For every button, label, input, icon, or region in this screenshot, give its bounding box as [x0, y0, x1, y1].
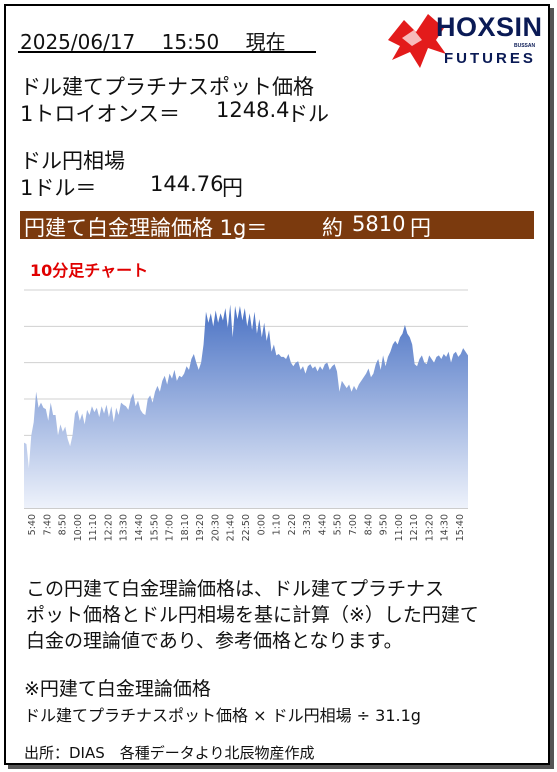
x-tick-label: 11:00: [394, 514, 405, 541]
logo-mark-icon: [388, 14, 446, 68]
x-tick-label: 11:10: [88, 514, 99, 541]
x-tick-label: 7:00: [348, 514, 359, 535]
x-tick-label: 8:50: [58, 514, 69, 535]
company-logo: HOXSIN BUSSAN FUTURES: [384, 10, 544, 72]
chart-title: 10分足チャート: [30, 261, 149, 280]
x-tick-label: 13:30: [119, 514, 130, 541]
description-line-2: ポット価格とドル円相場を基に計算（※）した円建て: [26, 604, 479, 626]
x-tick-label: 5:40: [27, 514, 38, 535]
theoretical-price-banner: 円建て白金理論価格 1g＝ 約 5810 円: [20, 211, 534, 240]
x-tick-label: 14:30: [440, 514, 451, 541]
x-tick-label: 22:50: [241, 514, 252, 541]
x-tick-label: 12:20: [103, 514, 114, 541]
logo-text-main: HOXSIN: [436, 12, 543, 42]
price-chart: 5600565057005750580058505900 5:407:408:5…: [24, 289, 468, 541]
price-area-series: [24, 304, 468, 508]
fx-unit-label: 1ドル＝: [20, 176, 97, 200]
description-line-3: 白金の理論値であり、参考価格となります。: [26, 630, 403, 652]
x-tick-label: 9:50: [379, 514, 390, 535]
x-tick-label: 15:50: [149, 514, 160, 541]
platinum-value: 1248.4: [216, 98, 290, 122]
banner-prefix: 約: [322, 216, 343, 240]
banner-unit: 円: [410, 216, 431, 240]
x-tick-label: 21:40: [226, 514, 237, 541]
x-tick-label: 10:00: [73, 514, 84, 541]
x-tick-label: 5:50: [333, 514, 344, 535]
x-tick-label: 15:40: [455, 514, 466, 541]
platinum-label: ドル建てプラチナスポット価格: [20, 75, 314, 99]
x-tick-label: 2:20: [287, 514, 298, 535]
x-tick-label: 12:10: [409, 514, 420, 541]
platinum-unit: ドル: [287, 102, 329, 126]
x-tick-label: 3:30: [302, 514, 313, 535]
x-tick-label: 7:40: [42, 514, 53, 535]
banner-value: 5810: [352, 212, 406, 236]
x-tick-label: 19:20: [195, 514, 206, 541]
x-tick-label: 13:20: [424, 514, 435, 541]
logo-text-sub: FUTURES: [444, 50, 536, 67]
banner-label: 円建て白金理論価格 1g＝: [24, 216, 268, 240]
formula-title: ※円建て白金理論価格: [24, 678, 211, 700]
datetime-label: 2025/06/17 15:50 現在: [20, 30, 286, 54]
x-tick-label: 8:40: [363, 514, 374, 535]
fx-label: ドル円相場: [20, 149, 125, 173]
datetime-underline: [18, 51, 316, 53]
x-tick-label: 0:00: [256, 514, 267, 535]
x-tick-label: 18:10: [180, 514, 191, 541]
formula-text: ドル建てプラチナスポット価格 × ドル円相場 ÷ 31.1g: [24, 706, 421, 725]
x-tick-label: 4:40: [317, 514, 328, 535]
fx-value: 144.76: [150, 172, 224, 196]
source-note: 出所：DIAS 各種データより北辰物産作成: [24, 744, 315, 762]
fx-unit: 円: [222, 176, 243, 200]
logo-text-small: BUSSAN: [514, 43, 536, 49]
platinum-unit-label: 1トロイオンス＝: [20, 102, 180, 126]
x-tick-label: 1:10: [272, 514, 283, 535]
x-tick-label: 14:40: [134, 514, 145, 541]
x-tick-label: 17:00: [165, 514, 176, 541]
description-line-1: この円建て白金理論価格は、ドル建てプラチナス: [26, 578, 445, 600]
x-tick-label: 20:30: [210, 514, 221, 541]
